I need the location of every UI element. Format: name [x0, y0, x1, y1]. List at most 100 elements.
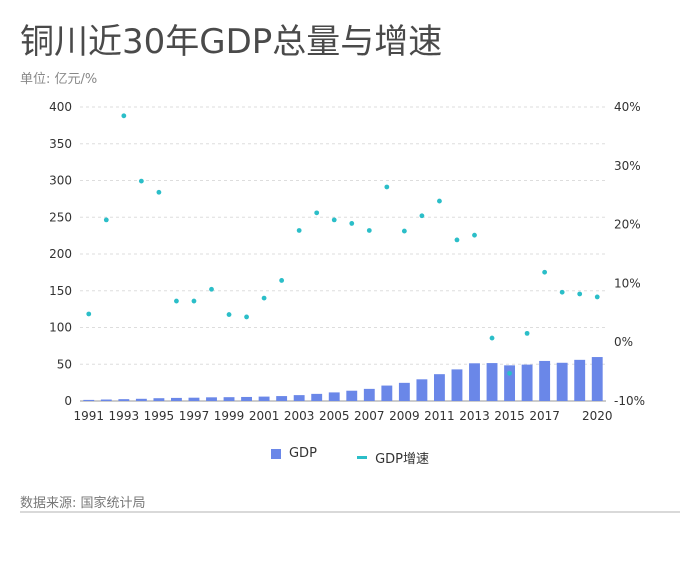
x-tick-label: 2020	[582, 409, 613, 423]
y-left-tick-label: 300	[49, 174, 72, 188]
bar	[83, 399, 95, 401]
growth-point	[542, 269, 548, 275]
growth-point	[226, 312, 232, 317]
growth-point	[244, 314, 249, 320]
legend-item-growth[interactable]: GDP增速	[357, 448, 429, 467]
growth-point	[489, 335, 495, 341]
y-left-tick-label: 250	[49, 210, 72, 224]
growth-point	[209, 286, 214, 292]
growth-point	[437, 198, 442, 204]
bar	[118, 399, 130, 401]
unit-label: 单位: 亿元/%	[20, 72, 98, 87]
growth-point	[524, 330, 530, 336]
x-tick-label: 1997	[179, 409, 210, 423]
growth-point	[472, 232, 477, 238]
bar	[416, 379, 428, 401]
growth-point	[103, 217, 109, 223]
bar	[574, 359, 586, 401]
growth-point	[331, 217, 337, 223]
chart: 400 350 300 250 200 150 100 50 0 40% 30% 20% 10% 0% -1…	[49, 100, 645, 423]
x-tick-label: 2009	[389, 409, 420, 423]
bar	[504, 365, 516, 401]
growth-point	[156, 189, 162, 195]
y-left-tick-label: 400	[49, 100, 72, 114]
x-tick-label: 2001	[249, 409, 280, 423]
bar	[363, 388, 375, 401]
y-left-tick-label: 50	[57, 357, 72, 371]
x-tick-label: 1999	[214, 409, 245, 423]
y-right-tick-label: -10%	[614, 394, 645, 408]
bar	[170, 397, 182, 401]
y-right-tick-label: 30%	[614, 159, 641, 173]
divider	[20, 511, 680, 513]
bar	[556, 362, 568, 401]
y-left-tick-label: 0	[64, 394, 72, 408]
bar	[188, 397, 200, 401]
growth-point	[577, 291, 583, 297]
bar	[328, 392, 340, 401]
growth-point	[401, 228, 407, 234]
x-tick-label: 2007	[354, 409, 385, 423]
x-tick-label: 2011	[424, 409, 455, 423]
bar	[486, 363, 498, 401]
bar	[451, 369, 463, 401]
bar	[311, 393, 323, 401]
x-tick-label: 1993	[109, 409, 140, 423]
bar	[206, 397, 217, 401]
growth-point	[279, 278, 285, 283]
legend-label-gdp: GDP	[288, 446, 317, 461]
growth-point	[121, 113, 127, 119]
bar	[223, 397, 235, 401]
growth-point	[314, 210, 320, 216]
y-left-tick-label: 100	[49, 321, 72, 335]
bar	[100, 399, 112, 401]
bar	[433, 374, 445, 401]
x-tick-label: 1995	[144, 409, 175, 423]
y-right-tick-label: 20%	[614, 218, 641, 232]
legend-swatch-growth	[357, 455, 368, 459]
x-tick-label: 2005	[319, 409, 350, 423]
bar	[398, 382, 410, 401]
growth-point	[138, 178, 144, 184]
growth-point	[594, 294, 600, 300]
growth-point	[296, 228, 302, 233]
growth-point	[191, 298, 197, 304]
growth-point	[174, 298, 179, 304]
legend-label-growth: GDP增速	[375, 451, 429, 467]
x-tick-label: 2017	[529, 409, 560, 423]
growth-point	[86, 311, 92, 317]
x-tick-label: 2015	[494, 409, 525, 423]
bar	[591, 357, 603, 401]
x-tick-label: 1991	[73, 409, 104, 423]
bar	[293, 395, 305, 401]
growth-point	[261, 295, 267, 301]
growth-point	[349, 221, 355, 226]
x-tick-label: 2003	[284, 409, 315, 423]
legend-swatch-gdp	[270, 448, 281, 459]
y-right-tick-label: 10%	[614, 276, 641, 290]
bar	[276, 396, 288, 401]
bar	[521, 364, 533, 401]
page-title: 铜川近30年GDP总量与增速	[20, 22, 443, 62]
growth-point	[559, 289, 565, 295]
growth-point	[419, 213, 425, 219]
y-left-tick-label: 150	[49, 284, 72, 298]
bar	[539, 360, 551, 401]
y-right-tick-label: 0%	[614, 335, 633, 349]
y-left-tick-label: 350	[49, 137, 72, 151]
bar	[381, 385, 393, 401]
bar	[241, 396, 253, 401]
source-note: 数据来源: 国家统计局	[20, 496, 146, 511]
bar	[135, 398, 147, 401]
bar	[469, 363, 480, 401]
legend-item-gdp[interactable]: GDP	[270, 446, 317, 461]
growth-point	[507, 370, 512, 376]
bar	[153, 398, 165, 401]
growth-point	[384, 184, 390, 190]
y-left-tick-label: 200	[49, 247, 72, 261]
x-tick-label: 2013	[459, 409, 490, 423]
legend: GDP GDP增速	[0, 446, 700, 467]
growth-point	[454, 237, 460, 243]
bar	[346, 390, 358, 401]
y-right-tick-label: 40%	[614, 100, 641, 114]
